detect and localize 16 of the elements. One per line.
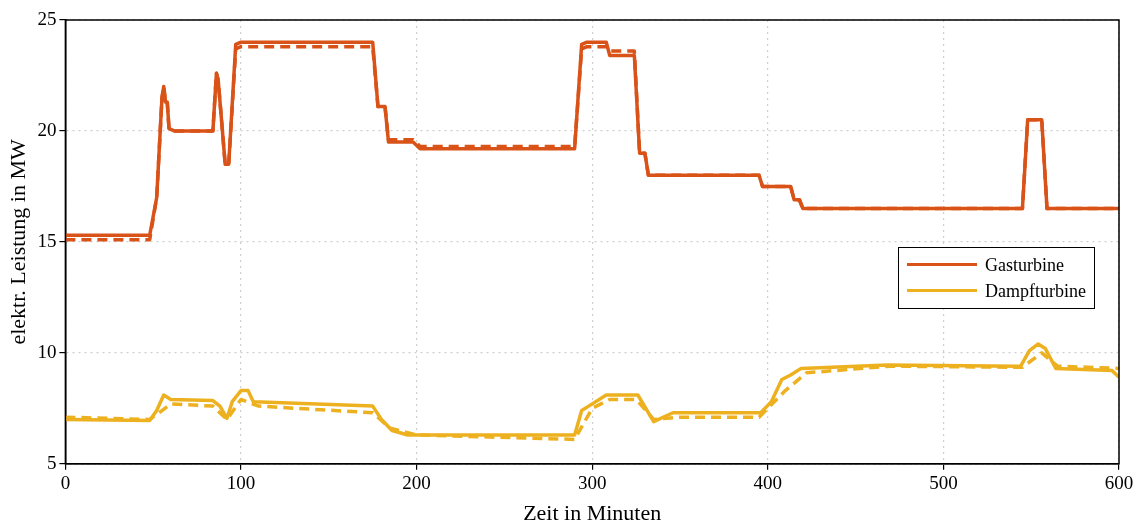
x-tick-label: 500 [929, 472, 958, 494]
x-tick-label: 400 [753, 472, 783, 494]
x-tick-label: 0 [60, 472, 71, 494]
legend-label: Gasturbine [985, 253, 1065, 277]
x-tick-label: 600 [1104, 472, 1134, 494]
y-tick-label: 20 [37, 118, 57, 140]
x-tick-label: 100 [226, 472, 256, 494]
y-tick-label: 10 [37, 340, 57, 362]
y-tick-label: 25 [37, 7, 57, 29]
x-tick-label: 200 [402, 472, 431, 494]
y-tick-label: 5 [46, 451, 57, 473]
x-axis-title: Zeit in Minuten [523, 499, 662, 525]
y-axis-title: elektr. Leistung in MW [4, 139, 30, 345]
y-tick-label: 15 [37, 229, 57, 251]
x-tick-label: 300 [577, 472, 607, 494]
legend-label: Dampfturbine [985, 279, 1086, 303]
